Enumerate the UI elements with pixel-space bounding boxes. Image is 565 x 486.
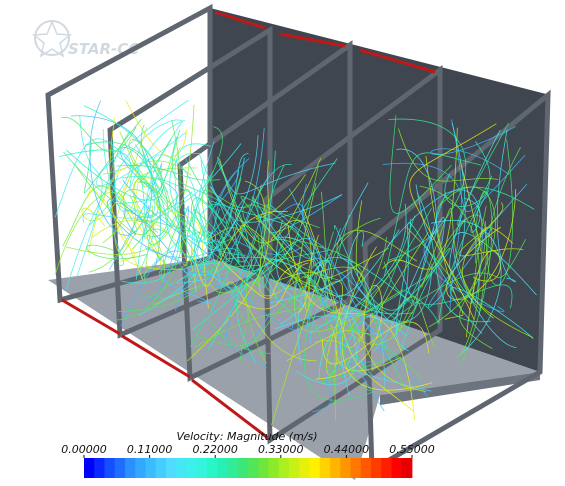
colorbar-swatch [228,458,239,478]
colorbar-swatch [269,458,280,478]
colorbar-swatch [146,458,157,478]
colorbar-swatch [187,458,198,478]
colorbar-swatch [258,458,269,478]
colorbar-swatch [299,458,310,478]
colorbar-swatch [402,458,413,478]
colorbar-swatch [238,458,249,478]
colorbar-swatch [197,458,208,478]
colorbar-swatch [207,458,218,478]
colorbar-swatch [248,458,259,478]
colorbar-tick-label: 0.11000 [127,443,173,456]
colorbar-title: Velocity: Magnitude (m/s) [176,430,317,443]
colorbar-tick-label: 0.33000 [258,443,304,456]
colorbar-swatch [320,458,331,478]
colorbar-swatch [135,458,146,478]
colorbar-swatch [217,458,228,478]
colorbar-tick-label: 0.44000 [324,443,370,456]
colorbar-tick-label: 0.22000 [192,443,238,456]
colorbar: 0.00000 0.11000 0.22000 0.33000 0.44000 0.550… [61,443,435,478]
colorbar-swatch [279,458,290,478]
colorbar-swatch [392,458,403,478]
colorbar-swatch [310,458,321,478]
colorbar-swatch [166,458,177,478]
colorbar-swatch [371,458,382,478]
colorbar-swatch [84,458,95,478]
colorbar-swatch [330,458,341,478]
colorbar-swatch [125,458,136,478]
colorbar-swatch [176,458,187,478]
colorbar-tick-label: 0.00000 [61,443,107,456]
colorbar-swatch [94,458,105,478]
colorbar-swatch [381,458,392,478]
colorbar-swatch [289,458,300,478]
colorbar-swatch [361,458,372,478]
colorbar-swatch [105,458,116,478]
colorbar-swatch [351,458,362,478]
colorbar-tick-label: 0.55000 [389,443,435,456]
colorbar-swatch [115,458,126,478]
logo-ring [35,21,69,55]
colorbar-swatch [156,458,167,478]
scene-view: STAR-CC Velocity: Magnitude (m/s) 0.0000… [0,0,565,486]
colorbar-swatch [340,458,351,478]
